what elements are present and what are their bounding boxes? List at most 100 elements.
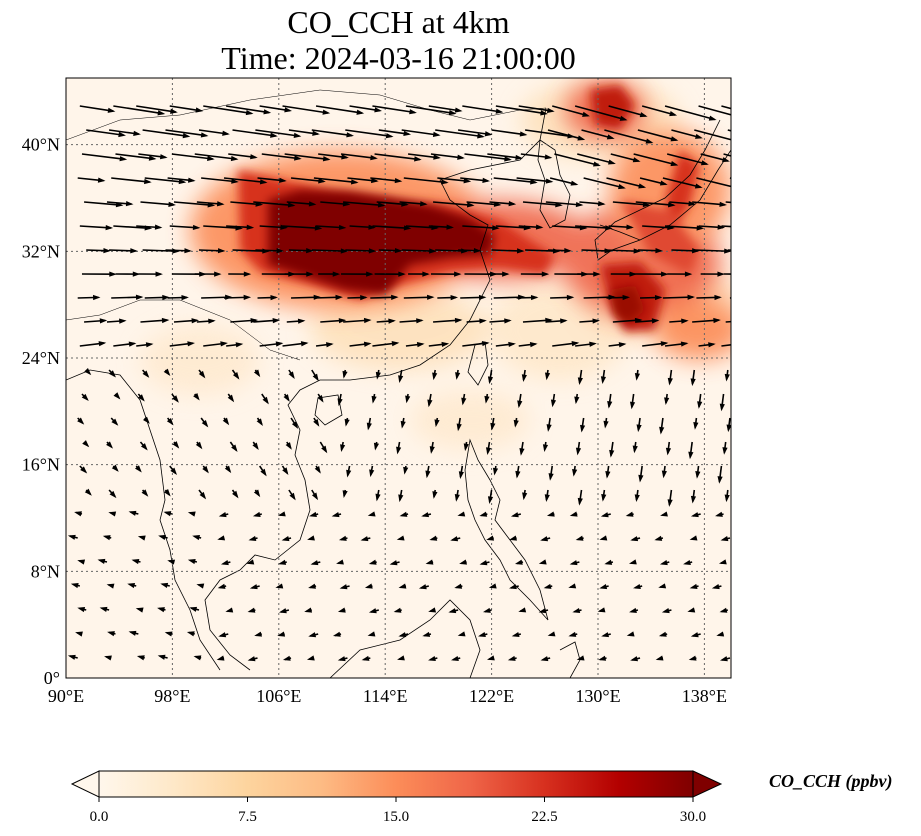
wind-arrow-head bbox=[510, 512, 519, 518]
wind-arrow-head bbox=[375, 493, 381, 502]
wind-arrow-head bbox=[322, 109, 331, 115]
wind-arrow-head bbox=[502, 271, 510, 277]
wind-arrow-head bbox=[245, 110, 254, 116]
wind-arrow-head bbox=[394, 177, 403, 184]
wind-arrow-head bbox=[511, 631, 520, 638]
wind-arrow-shaft bbox=[518, 105, 553, 113]
wind-arrow-head bbox=[163, 511, 172, 517]
wind-arrow-head bbox=[350, 179, 359, 185]
wind-arrow-shaft bbox=[340, 153, 376, 160]
wind-arrow-head bbox=[669, 111, 678, 117]
wind-arrow-head bbox=[542, 444, 549, 452]
wind-arrow-head bbox=[448, 608, 457, 614]
wind-arrow-shaft bbox=[664, 225, 703, 230]
wind-arrow-head bbox=[313, 419, 320, 427]
wind-arrow-head bbox=[111, 464, 119, 472]
wind-arrow-head bbox=[700, 160, 709, 166]
wind-arrow-head bbox=[719, 403, 725, 412]
wind-arrow-head bbox=[216, 655, 225, 661]
wind-arrow-head bbox=[260, 468, 267, 477]
wind-arrow-head bbox=[420, 201, 428, 207]
wind-arrow-head bbox=[70, 583, 79, 589]
wind-arrow-head bbox=[718, 559, 727, 565]
wind-arrow-head bbox=[250, 154, 258, 160]
wind-arrow-head bbox=[281, 536, 290, 542]
wind-arrow-head bbox=[309, 511, 317, 517]
wind-arrow-head bbox=[306, 248, 314, 254]
wind-arrow-head bbox=[758, 160, 766, 165]
wind-arrow-head bbox=[538, 607, 547, 614]
wind-arrow-head bbox=[262, 396, 269, 405]
wind-arrow-head bbox=[92, 294, 101, 301]
wind-arrow-head bbox=[550, 399, 557, 408]
wind-arrow-head bbox=[172, 395, 179, 403]
wind-arrow-head bbox=[289, 492, 296, 501]
wind-arrow-head bbox=[366, 422, 372, 431]
wind-arrow-head bbox=[398, 494, 404, 503]
wind-arrow-head bbox=[398, 375, 404, 383]
wind-arrow-head bbox=[361, 655, 370, 661]
wind-arrow-head bbox=[360, 536, 369, 542]
wind-arrow-head bbox=[193, 393, 200, 401]
wind-arrow-head bbox=[764, 137, 772, 142]
wind-arrow-head bbox=[488, 583, 497, 589]
wind-arrow-head bbox=[540, 536, 549, 542]
wind-arrow-head bbox=[81, 393, 89, 402]
wind-arrow-head bbox=[77, 559, 86, 565]
wind-arrow-head bbox=[454, 317, 463, 324]
wind-arrow-head bbox=[473, 247, 482, 254]
wind-arrow-head bbox=[487, 496, 494, 504]
wind-arrow-head bbox=[572, 468, 578, 477]
wind-arrow-shaft bbox=[698, 105, 731, 116]
wind-arrow-head bbox=[660, 341, 669, 347]
wind-arrow-shaft bbox=[203, 225, 242, 230]
wind-arrow-head bbox=[263, 109, 272, 115]
wind-arrow-head bbox=[109, 490, 117, 499]
wind-arrow-head bbox=[218, 512, 227, 518]
wind-arrow-head bbox=[693, 422, 699, 430]
wind-arrow-head bbox=[193, 655, 202, 661]
wind-arrow-head bbox=[734, 138, 742, 143]
wind-arrow-head bbox=[568, 583, 577, 589]
wind-arrow-head bbox=[683, 559, 691, 566]
wind-arrow-head bbox=[422, 271, 430, 277]
wind-arrow-head bbox=[125, 201, 134, 207]
wind-arrow-head bbox=[235, 342, 244, 348]
wind-arrow-head bbox=[504, 318, 512, 324]
wind-arrow-head bbox=[340, 248, 349, 254]
wind-arrow-head bbox=[577, 135, 586, 141]
wind-arrow-head bbox=[385, 133, 394, 139]
wind-arrow-head bbox=[708, 342, 716, 348]
wind-arrow-shaft bbox=[729, 177, 731, 180]
wind-arrow-head bbox=[276, 248, 284, 254]
wind-arrow-head bbox=[457, 511, 466, 517]
wind-arrow-head bbox=[252, 442, 259, 451]
wind-arrow-head bbox=[634, 494, 640, 503]
wind-arrow-head bbox=[722, 157, 730, 163]
wind-arrow-shaft bbox=[165, 129, 207, 137]
wind-arrow-head bbox=[618, 342, 627, 348]
wind-arrow-head bbox=[636, 424, 642, 433]
wind-arrow-shaft bbox=[608, 105, 646, 117]
wind-arrow-head bbox=[67, 534, 76, 540]
lat-tick-label: 16°N bbox=[22, 455, 60, 475]
wind-arrow-head bbox=[441, 179, 449, 185]
wind-arrow-head bbox=[373, 442, 380, 451]
wind-arrow-head bbox=[659, 560, 668, 566]
wind-arrow-head bbox=[661, 271, 669, 277]
wind-arrow-head bbox=[393, 607, 402, 613]
wind-arrow-head bbox=[535, 224, 544, 230]
wind-arrow-head bbox=[166, 418, 174, 426]
wind-arrow-head bbox=[280, 224, 288, 230]
wind-arrow-head bbox=[479, 560, 488, 566]
wind-arrow-head bbox=[74, 511, 82, 517]
wind-arrow-head bbox=[218, 632, 227, 638]
wind-arrow-head bbox=[142, 370, 150, 378]
wind-arrow-head bbox=[97, 177, 106, 183]
wind-arrow-head bbox=[398, 632, 407, 638]
wind-arrow-head bbox=[157, 110, 166, 116]
wind-arrow-head bbox=[360, 295, 368, 301]
wind-arrow-head bbox=[429, 248, 437, 254]
wind-arrow-head bbox=[690, 512, 699, 518]
wind-arrow-head bbox=[751, 272, 758, 277]
